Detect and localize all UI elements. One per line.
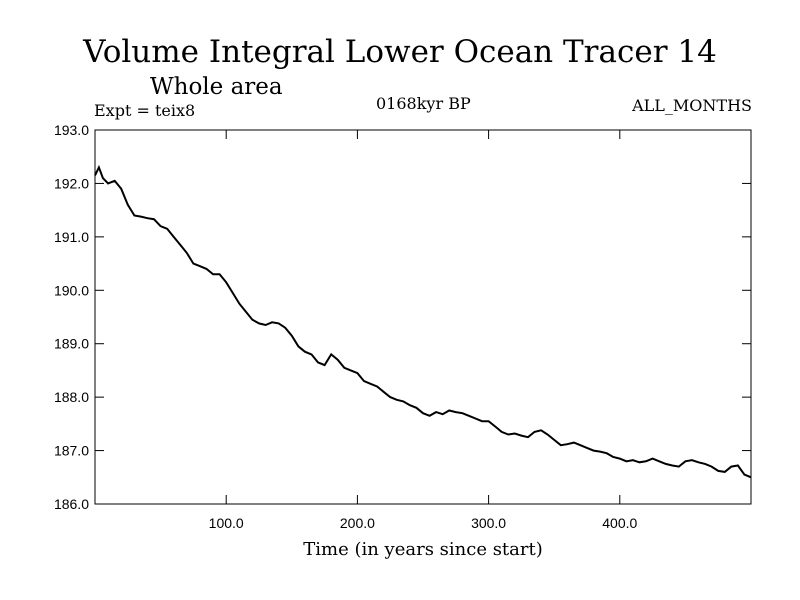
experiment-label: Expt = teix8	[94, 101, 196, 120]
y-axis: 186.0 187.0 188.0 189.0 190.0 191.0 192.0 193.0	[54, 122, 751, 512]
months-label: ALL_MONTHS	[632, 96, 752, 115]
y-tick-label: 189.0	[54, 336, 89, 352]
x-tick-label: 300.0	[471, 515, 506, 531]
y-tick-label: 187.0	[54, 443, 89, 459]
x-tick-label: 200.0	[340, 515, 375, 531]
y-tick-label: 193.0	[54, 122, 89, 138]
y-tick-label: 190.0	[54, 282, 89, 298]
y-tick-label: 188.0	[54, 389, 89, 405]
series-line	[94, 164, 752, 479]
x-tick-label: 100.0	[209, 515, 244, 531]
y-tick-label: 191.0	[54, 229, 89, 245]
y-tick-label: 192.0	[54, 175, 89, 191]
x-axis-label: Time (in years since start)	[303, 539, 543, 560]
chart-title: Volume Integral Lower Ocean Tracer 14	[83, 34, 717, 70]
y-tick-label: 186.0	[54, 496, 89, 512]
plot-frame	[94, 129, 752, 505]
chart-subtitle: Whole area	[150, 74, 283, 100]
x-tick-label: 400.0	[602, 515, 637, 531]
x-axis: 100.0 200.0 300.0 400.0	[209, 130, 638, 531]
period-label: 0168kyr BP	[376, 94, 471, 113]
